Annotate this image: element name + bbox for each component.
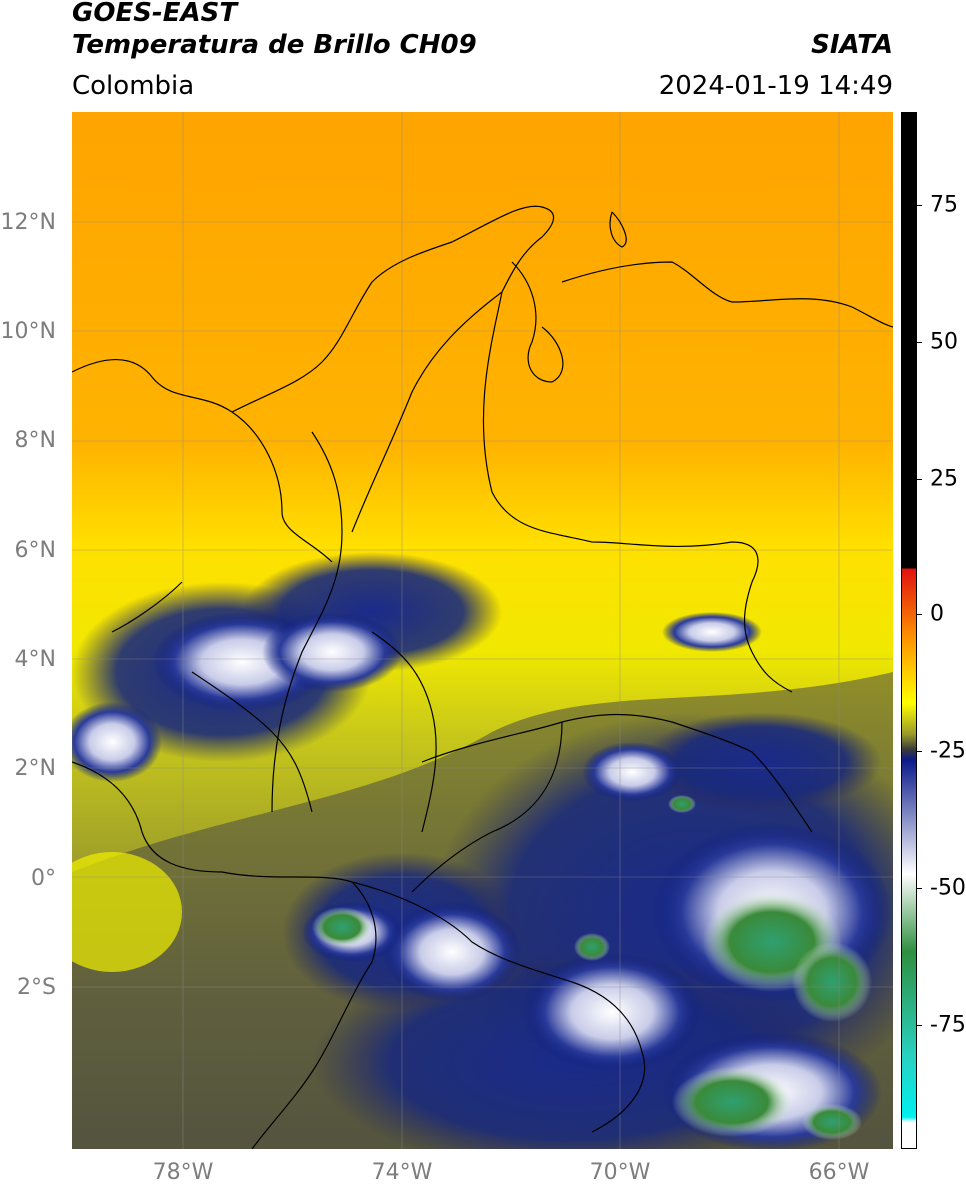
colorbar-label-50: 50 xyxy=(930,329,958,355)
lon-tick-74w: 74°W xyxy=(371,1160,433,1185)
colorbar-label-neg50: -50 xyxy=(930,875,966,901)
colorbar-tickmark xyxy=(917,1025,922,1026)
colorbar-tickmark xyxy=(917,205,922,206)
lat-tick-2n: 2°N xyxy=(14,756,56,781)
colorbar-label-25: 25 xyxy=(930,466,958,492)
satellite-title: GOES-EAST xyxy=(72,0,238,28)
colorbar-tickmark xyxy=(917,888,922,889)
colorbar-tickmark xyxy=(917,614,922,615)
lat-tick-6n: 6°N xyxy=(14,538,56,563)
lon-tick-66w: 66°W xyxy=(808,1160,870,1185)
map-canvas xyxy=(72,112,893,1149)
colorbar-label-neg75: -75 xyxy=(930,1012,966,1038)
colorbar-label-neg25: -25 xyxy=(930,738,966,764)
lat-tick-12n: 12°N xyxy=(0,210,56,235)
lat-tick-2s: 2°S xyxy=(17,975,56,1000)
lat-tick-8n: 8°N xyxy=(14,428,56,453)
region-label: Colombia xyxy=(72,71,195,101)
datetime-label: 2024-01-19 14:49 xyxy=(658,71,893,101)
colorbar-label-75: 75 xyxy=(930,192,958,218)
temperature-colorbar xyxy=(901,112,917,1149)
lat-tick-0: 0° xyxy=(31,866,56,891)
colorbar-tickmark xyxy=(917,751,922,752)
satellite-map xyxy=(72,112,893,1149)
colorbar-label-0: 0 xyxy=(930,601,944,627)
graticule xyxy=(72,112,893,1149)
lat-tick-4n: 4°N xyxy=(14,647,56,672)
lon-tick-78w: 78°W xyxy=(152,1160,214,1185)
colorbar-tickmark xyxy=(917,342,922,343)
source-label: SIATA xyxy=(811,30,893,60)
lat-tick-10n: 10°N xyxy=(0,319,56,344)
colorbar-tickmark xyxy=(917,479,922,480)
product-title: Temperatura de Brillo CH09 xyxy=(72,30,477,60)
borders xyxy=(72,205,893,1149)
lon-tick-70w: 70°W xyxy=(589,1160,651,1185)
